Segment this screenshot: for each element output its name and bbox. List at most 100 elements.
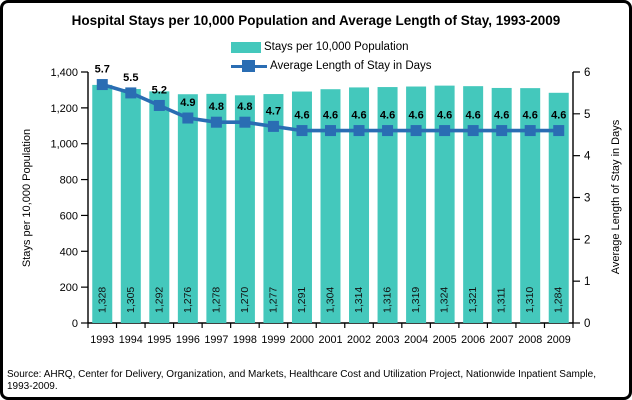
line-value-label: 4.7 bbox=[266, 105, 281, 117]
x-tick-label: 2004 bbox=[404, 334, 428, 346]
left-tick-label: 600 bbox=[60, 210, 78, 222]
bar bbox=[463, 86, 484, 323]
line-value-label: 4.8 bbox=[237, 101, 252, 113]
bar-value-label: 1,277 bbox=[267, 287, 279, 313]
x-tick-label: 1999 bbox=[261, 334, 285, 346]
line-marker bbox=[524, 125, 536, 137]
source-note: Source: AHRQ, Center for Delivery, Organ… bbox=[7, 369, 596, 392]
bar bbox=[377, 87, 398, 323]
right-tick-label: 4 bbox=[584, 151, 591, 163]
line-marker bbox=[553, 125, 565, 137]
legend-line-swatch-icon bbox=[231, 59, 267, 73]
bar-value-label: 1,324 bbox=[439, 287, 451, 313]
legend-square-marker-glyph bbox=[242, 60, 255, 72]
line-value-label: 4.6 bbox=[437, 110, 452, 122]
right-tick-label: 1 bbox=[584, 276, 590, 288]
bar bbox=[548, 92, 569, 323]
line-marker bbox=[267, 120, 279, 132]
line-marker bbox=[410, 125, 422, 137]
x-tick-label: 2009 bbox=[547, 334, 571, 346]
x-tick-label: 2005 bbox=[433, 334, 457, 346]
x-tick-label: 2000 bbox=[290, 334, 314, 346]
line-marker bbox=[467, 125, 479, 137]
x-tick-label: 1994 bbox=[119, 334, 143, 346]
line-marker bbox=[439, 125, 451, 137]
line-value-label: 4.6 bbox=[351, 110, 366, 122]
bar-value-label: 1,321 bbox=[467, 287, 479, 313]
x-tick-label: 1998 bbox=[233, 334, 257, 346]
right-tick-label: 5 bbox=[584, 109, 590, 121]
bar-value-label: 1,276 bbox=[182, 287, 194, 313]
right-tick-label: 2 bbox=[584, 234, 590, 246]
line-marker bbox=[353, 125, 365, 137]
left-tick-label: 1,200 bbox=[50, 103, 78, 115]
line-value-label: 5.2 bbox=[152, 84, 167, 96]
bar bbox=[149, 91, 170, 323]
x-tick-label: 2002 bbox=[347, 334, 371, 346]
left-tick-label: 800 bbox=[60, 175, 78, 187]
x-tick-label: 2001 bbox=[318, 334, 342, 346]
bar bbox=[520, 88, 541, 323]
line-marker bbox=[382, 125, 394, 137]
bar bbox=[177, 94, 198, 323]
bar bbox=[349, 87, 370, 323]
line-value-label: 4.6 bbox=[523, 110, 538, 122]
bar-value-label: 1,305 bbox=[125, 287, 137, 313]
bar-value-label: 1,328 bbox=[96, 287, 108, 313]
bar bbox=[92, 84, 113, 323]
right-tick-label: 6 bbox=[584, 67, 590, 79]
legend-label-alos: Average Length of Stay in Days bbox=[270, 60, 432, 72]
right-tick-label: 3 bbox=[584, 193, 590, 205]
line-marker bbox=[239, 116, 251, 128]
bar-value-label: 1,311 bbox=[496, 287, 508, 313]
right-tick-label: 0 bbox=[584, 318, 590, 330]
legend: Stays per 10,000 Population Average Leng… bbox=[231, 40, 432, 73]
line-marker bbox=[496, 125, 508, 137]
line-marker bbox=[182, 112, 194, 124]
bar bbox=[434, 85, 455, 323]
line-value-label: 4.6 bbox=[294, 110, 309, 122]
line-value-label: 4.6 bbox=[323, 110, 338, 122]
line-value-label: 4.9 bbox=[180, 97, 195, 109]
left-tick-label: 1,000 bbox=[50, 139, 78, 151]
line-marker bbox=[153, 99, 165, 111]
x-tick-label: 2007 bbox=[490, 334, 514, 346]
legend-item-alos: Average Length of Stay in Days bbox=[231, 59, 432, 73]
legend-item-stays: Stays per 10,000 Population bbox=[231, 40, 432, 54]
bar bbox=[234, 95, 255, 323]
left-tick-label: 1,400 bbox=[50, 67, 78, 79]
left-tick-label: 200 bbox=[60, 282, 78, 294]
bar-value-label: 1,310 bbox=[524, 287, 536, 313]
bar bbox=[120, 89, 141, 324]
line-value-label: 5.7 bbox=[95, 64, 110, 76]
bar bbox=[406, 86, 427, 323]
left-tick-label: 0 bbox=[72, 318, 78, 330]
line-value-label: 4.8 bbox=[209, 101, 224, 113]
left-tick-label: 400 bbox=[60, 246, 78, 258]
x-tick-label: 2003 bbox=[376, 334, 400, 346]
bar bbox=[263, 94, 284, 323]
bar-value-label: 1,291 bbox=[296, 287, 308, 313]
x-tick-label: 1997 bbox=[204, 334, 228, 346]
line-value-label: 4.6 bbox=[494, 110, 509, 122]
bar-value-label: 1,319 bbox=[410, 287, 422, 313]
x-tick-label: 2006 bbox=[461, 334, 485, 346]
bar bbox=[320, 89, 341, 323]
x-tick-label: 1996 bbox=[176, 334, 200, 346]
bar-value-label: 1,270 bbox=[239, 287, 251, 313]
bar-value-label: 1,314 bbox=[353, 287, 365, 313]
bar-value-label: 1,304 bbox=[325, 287, 337, 313]
chart-title: Hospital Stays per 10,000 Population and… bbox=[71, 13, 561, 28]
line-marker bbox=[96, 79, 108, 91]
line-value-label: 4.6 bbox=[551, 110, 566, 122]
line-value-label: 4.6 bbox=[380, 110, 395, 122]
x-tick-label: 1993 bbox=[90, 334, 114, 346]
line-value-label: 4.6 bbox=[408, 110, 423, 122]
line-marker bbox=[125, 87, 137, 99]
bar-value-label: 1,278 bbox=[210, 287, 222, 313]
bar-value-label: 1,292 bbox=[153, 287, 165, 313]
x-tick-label: 2008 bbox=[518, 334, 542, 346]
line-marker bbox=[325, 125, 336, 137]
legend-label-stays: Stays per 10,000 Population bbox=[264, 41, 409, 53]
